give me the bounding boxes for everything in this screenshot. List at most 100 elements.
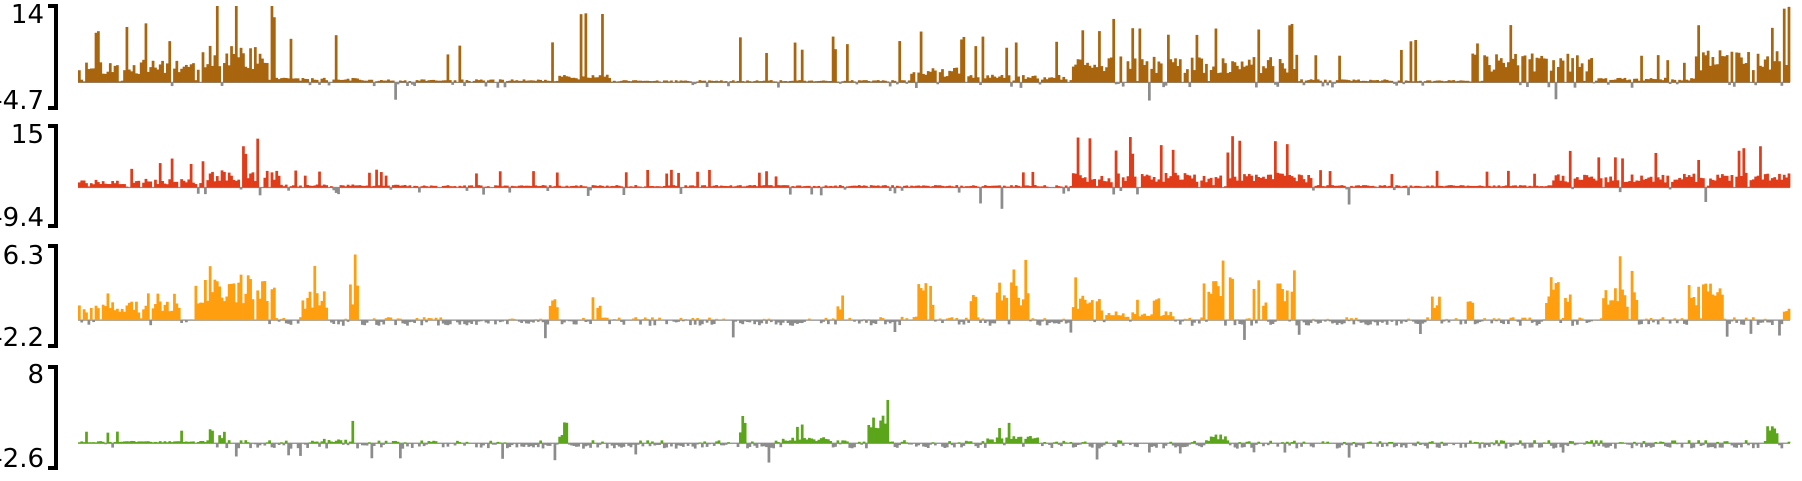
track-1-bar xyxy=(1454,185,1458,188)
track-1-bar xyxy=(1768,180,1772,188)
track-0-bar xyxy=(827,81,830,83)
track-0-bar xyxy=(620,80,623,83)
track-0-bar xyxy=(1002,77,1006,83)
track-3-bar xyxy=(1730,443,1734,446)
track-3-bar xyxy=(1283,443,1287,453)
track-3-bar xyxy=(1326,441,1330,444)
track-1-bar xyxy=(560,186,564,188)
track-2-bar xyxy=(881,318,885,321)
track-1-bar xyxy=(1706,185,1710,188)
track-1-bar xyxy=(1495,186,1498,188)
track-1-bar xyxy=(874,185,878,188)
track-2-bar xyxy=(743,320,747,322)
track-0-bar xyxy=(812,81,816,83)
track-2-bar xyxy=(303,308,307,321)
track-0-bar xyxy=(1559,58,1563,83)
track-1-bar xyxy=(972,185,975,188)
track-3-bar xyxy=(318,443,321,447)
track-1-bar xyxy=(1476,185,1479,188)
track-3-bar xyxy=(244,440,248,444)
track-2-bar xyxy=(1768,320,1772,323)
track-1-bar xyxy=(1121,177,1125,188)
track-2-bar xyxy=(710,320,714,325)
track-1-bar xyxy=(108,184,112,188)
track-3-bar xyxy=(1706,443,1710,448)
track-0-bar xyxy=(1725,55,1729,83)
track-0-bar xyxy=(192,63,195,83)
track-2-bar xyxy=(1245,318,1249,321)
track-0-bar xyxy=(513,80,516,83)
track-0-bar xyxy=(1614,79,1617,83)
track-3-bar xyxy=(670,443,673,447)
track-1-bar xyxy=(187,179,191,188)
track-1-bar xyxy=(94,179,98,188)
track-1-bar xyxy=(750,185,754,188)
track-3-bar xyxy=(703,441,707,444)
track-1-bar xyxy=(1680,179,1684,188)
track-3-bar xyxy=(1076,443,1080,446)
track-0-bar xyxy=(838,82,842,84)
track-0-bar xyxy=(950,71,954,83)
track-2-bar xyxy=(394,320,397,326)
track-2-bar xyxy=(960,320,963,322)
track-3-bar xyxy=(220,438,224,444)
track-0-bar xyxy=(1231,61,1234,83)
track-1-bar xyxy=(1140,174,1144,188)
track-0-bar xyxy=(1761,66,1765,83)
track-1-bar xyxy=(926,185,930,188)
track-1-bar xyxy=(693,186,697,188)
track-0-bar xyxy=(605,74,609,83)
track-0-bar xyxy=(1238,69,1242,83)
track-0-bar xyxy=(670,80,673,83)
track-2-bar xyxy=(1138,316,1142,321)
track-3-bar xyxy=(420,440,424,444)
track-1-bar xyxy=(218,180,222,188)
track-2-bar xyxy=(118,311,122,321)
track-3-bar xyxy=(862,441,866,444)
track-1-bar xyxy=(306,185,309,188)
track-0-bar xyxy=(1157,61,1161,83)
track-2-bar xyxy=(1186,319,1189,321)
track-0-bar xyxy=(1414,40,1418,83)
track-1-bar xyxy=(1321,186,1325,188)
track-1-bar xyxy=(1255,174,1258,188)
track-1-bar xyxy=(696,171,699,188)
track-2-bar xyxy=(1005,297,1009,321)
track-0-bar xyxy=(1369,79,1372,83)
track-2-bar xyxy=(931,304,935,321)
track-1-bar xyxy=(998,185,1001,188)
track-1-bar xyxy=(1369,186,1372,188)
track-3-bar xyxy=(165,442,169,444)
track-2-bar xyxy=(1216,286,1220,321)
track-1-bar xyxy=(869,185,873,188)
track-3-bar xyxy=(646,440,650,444)
track-1-bar xyxy=(1461,185,1465,188)
track-3-bar xyxy=(815,441,818,444)
track-3-bar xyxy=(1680,443,1684,448)
track-1-bar xyxy=(1583,174,1586,188)
track-3-bar xyxy=(788,440,792,444)
track-0-bar xyxy=(1461,80,1465,83)
track-1-bar xyxy=(206,180,210,188)
track-1-bar xyxy=(375,169,378,188)
track-1-max-label: 15 xyxy=(11,120,44,150)
track-2-bar xyxy=(803,320,806,322)
track-1-bar xyxy=(1749,180,1753,188)
track-3-bar xyxy=(116,431,119,444)
track-2-bar xyxy=(950,317,954,321)
track-2-bar xyxy=(1411,320,1415,322)
track-1-bar xyxy=(1098,179,1101,188)
track-1-bar xyxy=(498,171,502,188)
track-0-bar xyxy=(1744,63,1748,83)
track-1-bar xyxy=(929,186,932,188)
track-2-bar xyxy=(1766,320,1769,323)
track-1-bar xyxy=(679,187,683,194)
track-2-bar xyxy=(486,320,490,324)
track-0-bar xyxy=(1055,41,1058,83)
track-0-bar xyxy=(1164,82,1168,86)
track-2-bar xyxy=(1036,320,1039,325)
track-3-bar xyxy=(1426,443,1429,449)
track-3-bar xyxy=(1787,441,1791,444)
track-1-bar xyxy=(1747,186,1750,188)
track-0-bar xyxy=(867,80,871,83)
